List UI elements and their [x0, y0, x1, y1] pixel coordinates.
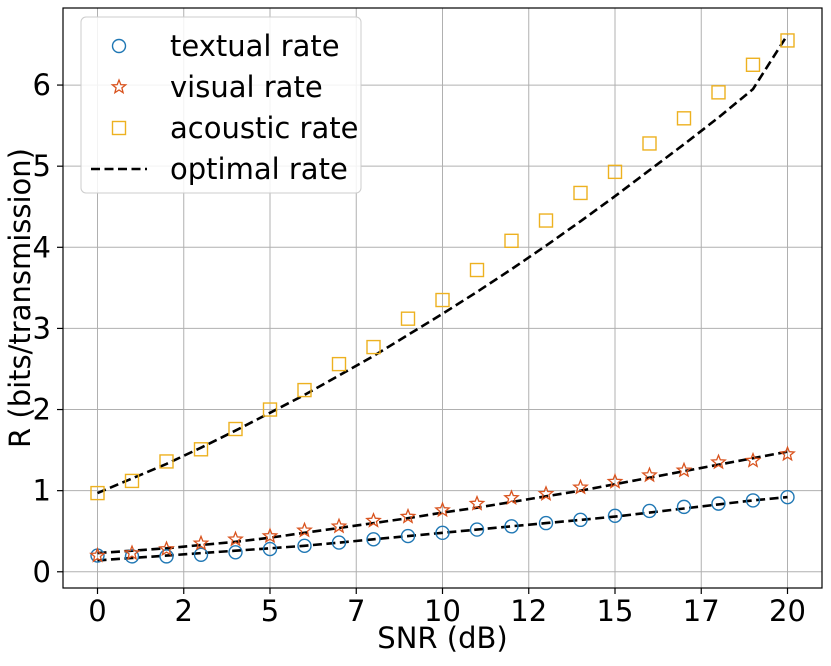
acoustic-rate-point: [676, 111, 692, 126]
legend: textual rate visual rate acoustic rate opti…: [80, 16, 362, 194]
visual-rate-point: [572, 478, 589, 495]
legend-visual-rate-symbol: [110, 78, 128, 95]
textual-rate-point: [193, 547, 209, 562]
x-tick-label: 2: [175, 594, 193, 628]
x-tick-label: 0: [88, 594, 106, 628]
visual-rate-point: [399, 507, 417, 524]
x-tick-label: 5: [261, 594, 279, 628]
acoustic-rate-point: [297, 382, 312, 398]
visual-rate-point: [503, 489, 520, 506]
legend-acoustic-rate-symbol: [111, 120, 127, 136]
optimal-rate-curve: [96, 34, 789, 495]
y-tick-label: 5: [33, 149, 51, 183]
visual-rate-point: [227, 530, 244, 547]
x-tick-label: 7: [347, 594, 365, 628]
y-tick-label: 3: [33, 311, 51, 345]
legend-label: visual rate: [170, 70, 323, 104]
acoustic-rate-point: [780, 33, 795, 48]
legend-label: optimal rate: [170, 152, 348, 186]
acoustic-rate-point: [366, 339, 381, 355]
acoustic-rate-point: [331, 356, 347, 372]
textual-rate-point: [228, 545, 243, 560]
acoustic-rate-point: [124, 473, 140, 489]
visual-rate-point: [192, 534, 210, 551]
textual-rate-point: [297, 538, 312, 554]
textual-rate-point: [573, 512, 588, 528]
legend-label: textual rate: [170, 29, 340, 63]
x-axis-label: SNR (dB): [377, 621, 507, 655]
visual-rate-point: [537, 485, 555, 502]
visual-rate-point: [744, 451, 762, 468]
textual-rate-point: [711, 496, 726, 511]
acoustic-rate-point: [228, 421, 243, 437]
x-tick-label: 15: [597, 594, 634, 628]
textual-rate-point: [538, 515, 554, 531]
visual-rate-point: [434, 501, 451, 518]
acoustic-rate-point: [573, 185, 588, 201]
textual-rate-point: [159, 549, 174, 564]
textual-rate-point: [400, 528, 416, 544]
acoustic-rate-point: [711, 85, 726, 100]
visual-rate-point: [675, 461, 693, 478]
acoustic-rate-point: [469, 262, 485, 278]
visual-rate-point: [710, 453, 727, 470]
textual-rate-point: [504, 519, 519, 534]
visual-rate-point: [330, 517, 348, 534]
legend-textual-rate-symbol: [111, 38, 127, 54]
textual-rate-point: [124, 549, 140, 564]
acoustic-rate-point: [262, 402, 278, 417]
visual-rate-point: [606, 472, 624, 489]
acoustic-rate-point: [400, 311, 416, 326]
visual-rate-point: [641, 466, 658, 483]
textual-rate-point: [262, 541, 278, 557]
y-tick-label: 0: [33, 555, 51, 589]
textual-rate-point: [366, 532, 381, 547]
textual-rate-point: [745, 493, 761, 508]
y-tick-label: 2: [33, 393, 51, 427]
y-axis-label: R (bits/transmission): [3, 148, 37, 448]
textual-rate-point: [642, 503, 657, 519]
x-tick-label: 20: [769, 594, 806, 628]
acoustic-rate-point: [90, 485, 105, 501]
textual-rate-point: [780, 489, 795, 505]
optimal-rate-curve: [97, 450, 788, 555]
y-tick-label: 6: [33, 68, 51, 102]
acoustic-rate-point: [435, 292, 450, 308]
acoustic-rate-point: [504, 233, 519, 249]
visual-rate-point: [779, 445, 796, 462]
acoustic-rate-point: [642, 136, 657, 151]
visual-rate-point: [158, 540, 175, 557]
x-tick-label: 17: [683, 594, 720, 628]
y-tick-label: 1: [33, 474, 51, 508]
acoustic-rate-point: [538, 213, 554, 228]
visual-rate-point: [365, 511, 382, 528]
y-tick-label: 4: [33, 230, 51, 264]
x-tick-label: 10: [424, 594, 461, 628]
x-tick-label: 12: [510, 594, 547, 628]
visual-rate-point: [89, 546, 106, 563]
textual-rate-point: [331, 535, 347, 550]
textual-rate-point: [435, 525, 450, 541]
visual-rate-point: [123, 544, 141, 561]
textual-rate-point: [469, 522, 485, 537]
acoustic-rate-point: [159, 454, 174, 469]
legend-box: [80, 16, 362, 194]
visual-rate-point: [468, 494, 486, 511]
visual-rate-point: [296, 521, 313, 538]
visual-rate-point: [261, 527, 279, 544]
acoustic-rate-point: [607, 164, 623, 180]
optimal-rate-curve: [97, 495, 788, 562]
legend-label: acoustic rate: [170, 111, 358, 145]
acoustic-rate-point: [193, 442, 209, 457]
acoustic-rate-point: [745, 57, 761, 72]
textual-rate-point: [607, 508, 623, 524]
textual-rate-point: [676, 499, 692, 515]
